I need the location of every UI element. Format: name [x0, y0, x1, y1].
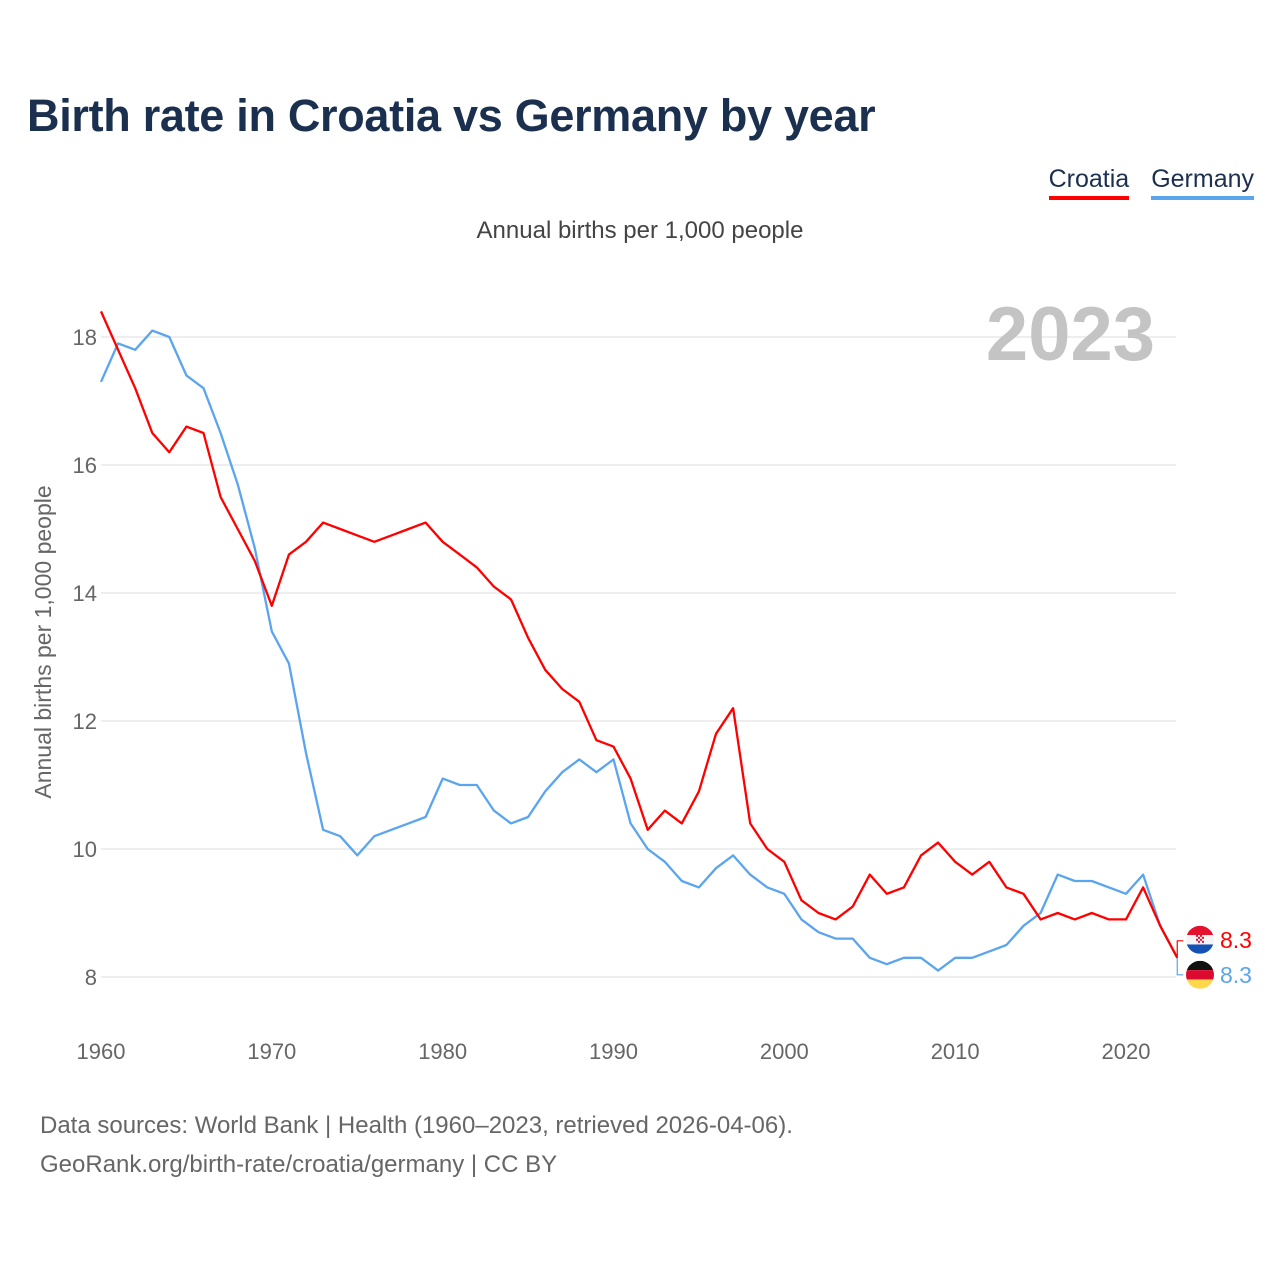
- source-line-2[interactable]: GeoRank.org/birth-rate/croatia/germany |…: [40, 1151, 558, 1178]
- x-tick-label: 1990: [589, 1039, 638, 1064]
- year-badge: 2023: [986, 292, 1155, 377]
- germany-label-connector: [1176, 957, 1184, 976]
- y-tick-label: 14: [73, 581, 97, 606]
- source-line-1: Data sources: World Bank | Health (1960–…: [40, 1112, 793, 1139]
- germany-flag-icon: [1186, 960, 1214, 989]
- y-tick-label: 8: [85, 965, 97, 990]
- y-tick-label: 12: [73, 709, 97, 734]
- source-note: Data sources: World Bank | Health (1960–…: [40, 1106, 793, 1184]
- croatia-end-value: 8.3: [1220, 927, 1252, 953]
- y-tick-label: 10: [73, 837, 97, 862]
- croatia-label-connector: [1176, 940, 1184, 958]
- x-tick-label: 1980: [418, 1039, 467, 1064]
- x-tick-label: 2010: [931, 1039, 980, 1064]
- y-tick-label: 16: [73, 453, 97, 478]
- chart-title: Birth rate in Croatia vs Germany by year: [27, 90, 876, 141]
- legend: Croatia Germany: [1048, 165, 1254, 200]
- croatia-flag-icon: [1186, 925, 1214, 954]
- germany-end-value: 8.3: [1220, 962, 1252, 988]
- series-line-croatia[interactable]: [99, 310, 1179, 959]
- series-line-germany[interactable]: [99, 329, 1179, 972]
- y-tick-label: 18: [73, 325, 97, 350]
- x-tick-label: 1970: [247, 1039, 296, 1064]
- chart-subtitle: Annual births per 1,000 people: [476, 217, 804, 244]
- x-tick-label: 2000: [760, 1039, 809, 1064]
- legend-germany[interactable]: Germany: [1151, 165, 1254, 200]
- y-axis-label: Annual births per 1,000 people: [30, 485, 56, 798]
- x-tick-label: 1960: [77, 1039, 126, 1064]
- legend-croatia[interactable]: Croatia: [1048, 165, 1130, 200]
- x-tick-label: 2020: [1102, 1039, 1151, 1064]
